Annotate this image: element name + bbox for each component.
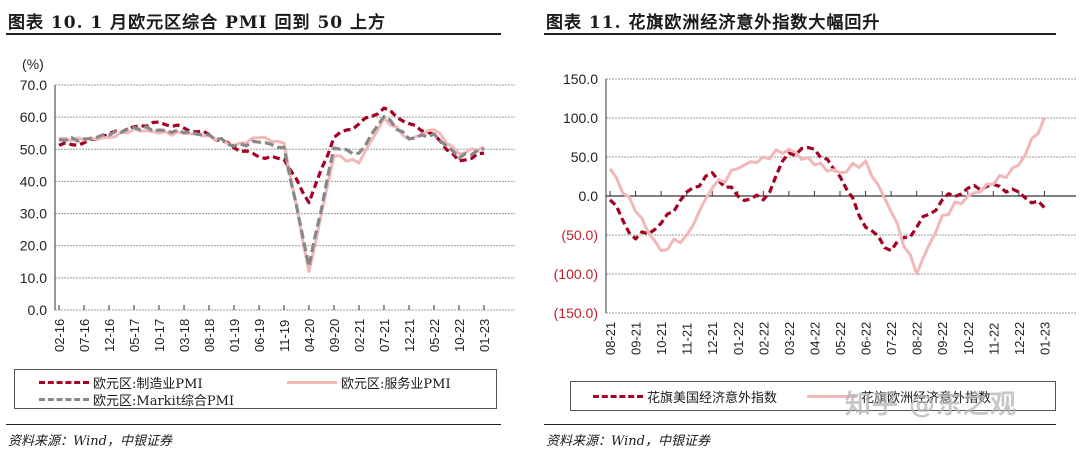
x-tick-label: 07-22 xyxy=(884,322,899,355)
x-tick-label: 08-21 xyxy=(603,322,618,355)
x-tick-label: 11-22 xyxy=(986,323,1001,355)
y-tick-label: 40.0 xyxy=(20,173,47,189)
watermark: 知乎 @东之观 xyxy=(845,390,1018,420)
x-tick-label: 04-20 xyxy=(302,319,317,352)
source-note: 资料来源：Wind，中银证券 xyxy=(8,434,172,449)
source-divider xyxy=(6,424,501,425)
y-unit-label: (%) xyxy=(22,56,44,72)
x-tick-label: 02-22 xyxy=(756,322,771,355)
x-tick-label: 07-21 xyxy=(377,319,392,352)
legend-item-composite: 欧元区:Markit综合PMI xyxy=(39,390,234,409)
y-tick-label: 50.0 xyxy=(571,149,598,165)
x-tick-label: 05-22 xyxy=(833,322,848,355)
x-tick-label: 01-23 xyxy=(1037,322,1052,355)
x-tick-label: 10-22 xyxy=(961,322,976,355)
legend-item-manufacturing: 欧元区:制造业PMI xyxy=(39,373,203,392)
x-tick-label: 01-19 xyxy=(227,319,242,352)
y-tick-label: 0.0 xyxy=(579,188,599,204)
pmi-line-chart: (%) 0.0 10.0 20.0 30.0 40.0 50.0 60.0 70.0 02-16 0… xyxy=(20,56,515,352)
x-tick-label: 10-17 xyxy=(152,319,167,352)
y-tick-label: 60.0 xyxy=(20,109,47,125)
x-tick-label: 05-22 xyxy=(427,319,442,352)
chart-legend: 花旗美国经济意外指数 花旗欧洲经济意外指数 xyxy=(570,381,1056,411)
dashed-line-swatch-icon xyxy=(39,381,89,384)
surprise-index-line-chart: (150.0) (100.0) (50.0) 0.0 50.0 100.0 150.0 08-… xyxy=(554,71,1076,355)
x-tick-label: 01-23 xyxy=(477,319,492,352)
x-tick-label: 08-18 xyxy=(202,319,217,352)
x-tick-label: 09-21 xyxy=(629,322,644,355)
x-tick-label: 10-22 xyxy=(452,319,467,352)
series-line xyxy=(58,114,485,268)
y-tick-label: 30.0 xyxy=(20,206,47,222)
chart-panel-citi-surprise: 图表 11. 花旗欧洲经济意外指数大幅回升 (150.0) (100.0) (50.… xyxy=(540,0,1080,454)
series-line xyxy=(608,146,1046,253)
x-tick-label: 06-22 xyxy=(859,322,874,355)
chart-legend: 欧元区:制造业PMI 欧元区:服务业PMI 欧元区:Markit综合PMI xyxy=(14,369,497,409)
solid-line-swatch-icon xyxy=(287,381,337,384)
series-line xyxy=(58,106,485,205)
x-tick-label: 07-16 xyxy=(77,319,92,352)
y-tick-label: (100.0) xyxy=(554,266,598,282)
x-tick-label: 09-20 xyxy=(327,319,342,352)
legend-label: 花旗美国经济意外指数 xyxy=(647,391,778,406)
source-note: 资料来源：Wind，中银证券 xyxy=(546,434,710,449)
legend-label: 欧元区:制造业PMI xyxy=(93,377,203,392)
x-tick-label: 03-18 xyxy=(177,319,192,352)
x-tick-label: 09-22 xyxy=(935,322,950,355)
x-tick-label: 06-19 xyxy=(252,319,267,352)
legend-item-eu-surprise: 花旗欧洲经济意外指数 xyxy=(807,387,991,406)
x-tick-label: 02-21 xyxy=(352,319,367,352)
legend-label: 欧元区:Markit综合PMI xyxy=(93,394,235,409)
x-tick-label: 12-16 xyxy=(102,319,117,352)
legend-item-services: 欧元区:服务业PMI xyxy=(287,373,451,392)
solid-line-swatch-icon xyxy=(807,395,857,398)
x-tick-label: 04-22 xyxy=(807,322,822,355)
dashed-line-swatch-icon xyxy=(593,395,643,398)
x-tick-label: 02-16 xyxy=(52,319,67,352)
x-tick-label: 03-22 xyxy=(782,322,797,355)
x-tick-label: 01-22 xyxy=(731,322,746,355)
y-tick-label: 50.0 xyxy=(20,141,47,157)
series-line xyxy=(58,116,485,273)
y-tick-label: 10.0 xyxy=(20,270,47,286)
x-tick-label: 08-22 xyxy=(910,322,925,355)
x-tick-label: 11-21 xyxy=(680,323,695,355)
x-tick-label: 11-19 xyxy=(277,320,292,352)
chart-panel-eurozone-pmi: 图表 10. 1 月欧元区综合 PMI 回到 50 上方 (%) 0.0 10.0 2… xyxy=(6,13,515,449)
chart-title: 图表 11. 花旗欧洲经济意外指数大幅回升 xyxy=(546,13,881,33)
x-tick-label: 10-21 xyxy=(654,322,669,355)
y-tick-label: (150.0) xyxy=(554,305,598,321)
title-divider xyxy=(544,33,1056,35)
legend-label: 欧元区:服务业PMI xyxy=(341,377,451,392)
y-tick-label: (50.0) xyxy=(561,227,598,243)
source-divider xyxy=(544,424,1056,425)
legend-label: 花旗欧洲经济意外指数 xyxy=(861,391,992,406)
x-tick-label: 05-17 xyxy=(127,319,142,352)
y-tick-label: 100.0 xyxy=(563,110,598,126)
dashed-line-swatch-icon xyxy=(39,398,89,401)
y-tick-label: 70.0 xyxy=(20,77,47,93)
y-tick-label: 0.0 xyxy=(28,302,48,318)
title-divider xyxy=(6,33,501,35)
y-tick-label: 150.0 xyxy=(563,71,598,87)
x-tick-label: 12-22 xyxy=(1012,322,1027,355)
y-tick-label: 20.0 xyxy=(20,238,47,254)
chart-title: 图表 10. 1 月欧元区综合 PMI 回到 50 上方 xyxy=(8,13,387,33)
legend-item-us-surprise: 花旗美国经济意外指数 xyxy=(593,387,777,406)
series-line xyxy=(608,117,1046,276)
x-tick-label: 12-21 xyxy=(705,322,720,355)
x-tick-label: 12-21 xyxy=(402,319,417,352)
